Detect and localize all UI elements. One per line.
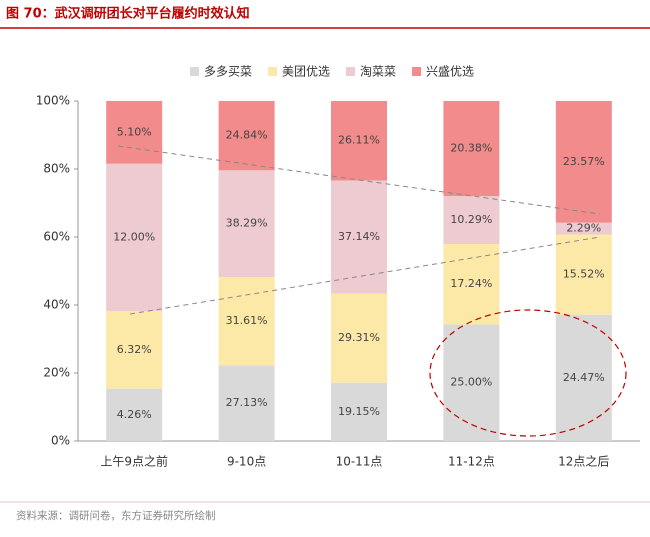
- source: 资料来源：调研问卷，东方证券研究所绘制: [16, 509, 216, 522]
- data-label: 27.13%: [226, 396, 268, 409]
- data-label: 12.00%: [113, 230, 155, 243]
- x-tick-label: 12点之后: [558, 455, 609, 469]
- y-tick-label: 0%: [51, 434, 70, 448]
- data-label: 15.52%: [563, 268, 605, 281]
- legend-label: 美团优选: [282, 65, 330, 79]
- bar-segment: [331, 382, 387, 441]
- bar-segment: [443, 244, 500, 325]
- bar-segment: [443, 101, 500, 197]
- bar-segment: [331, 101, 387, 181]
- y-tick-label: 20%: [43, 366, 70, 380]
- legend-label: 多多买菜: [204, 65, 252, 79]
- data-label: 24.84%: [226, 129, 268, 142]
- x-tick-label: 11-12点: [448, 455, 495, 469]
- y-tick-label: 60%: [43, 230, 70, 244]
- legend-swatch: [346, 67, 356, 76]
- data-label: 17.24%: [450, 277, 492, 290]
- x-tick-label: 10-11点: [336, 455, 383, 469]
- y-tick-label: 80%: [43, 162, 70, 176]
- bar-segment: [331, 293, 387, 383]
- trend-line: [129, 236, 601, 315]
- data-label: 24.47%: [563, 371, 605, 384]
- bar-segment: [443, 196, 500, 245]
- data-label: 29.31%: [338, 331, 380, 344]
- data-label: 10.29%: [450, 213, 492, 226]
- data-label: 4.26%: [117, 408, 152, 421]
- data-label: 6.32%: [117, 343, 152, 356]
- x-tick-label: 9-10点: [227, 455, 266, 469]
- legend-swatch: [268, 67, 278, 76]
- x-tick-label: 上午9点之前: [100, 454, 168, 469]
- data-label: 25.00%: [450, 376, 492, 389]
- chart-title: 图 70：武汉调研团长对平台履约时效认知: [6, 6, 250, 22]
- data-label: 26.11%: [338, 134, 380, 147]
- bar-segment: [443, 324, 500, 441]
- y-tick-label: 100%: [36, 94, 70, 108]
- legend-swatch: [412, 67, 422, 76]
- data-label: 5.10%: [117, 125, 152, 138]
- data-label: 20.38%: [450, 142, 492, 155]
- highlight-ellipse: [429, 309, 627, 437]
- bar-segment: [555, 101, 612, 223]
- y-tick-label: 40%: [43, 298, 70, 312]
- data-label: 2.29%: [566, 222, 601, 235]
- bar-segment: [555, 234, 612, 315]
- data-label: 23.57%: [563, 155, 605, 168]
- bar-segment: [218, 170, 275, 278]
- bar-segment: [106, 388, 163, 441]
- bar-segment: [218, 365, 275, 441]
- legend-label: 兴盛优选: [426, 64, 474, 79]
- bar-segment: [555, 314, 612, 441]
- trend-line: [117, 145, 601, 215]
- bar-segment: [106, 101, 163, 164]
- data-label: 31.61%: [226, 314, 268, 327]
- bar-segment: [218, 101, 275, 171]
- data-label: 38.29%: [226, 217, 268, 230]
- bar-segment: [331, 180, 387, 294]
- bar-segment: [106, 311, 163, 389]
- bar-segment: [555, 222, 612, 235]
- legend-swatch: [190, 67, 199, 76]
- data-label: 37.14%: [338, 230, 380, 243]
- legend-label: 淘菜菜: [360, 65, 396, 79]
- data-label: 19.15%: [338, 405, 380, 418]
- bar-segment: [106, 163, 163, 312]
